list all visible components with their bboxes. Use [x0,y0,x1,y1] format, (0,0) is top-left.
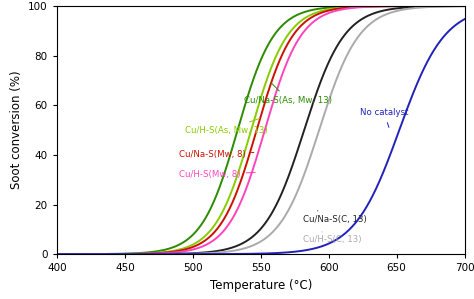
Y-axis label: Soot conversion (%): Soot conversion (%) [9,71,23,189]
X-axis label: Temperature (°C): Temperature (°C) [210,279,312,292]
Text: Cu/Na-S(Mw, 8): Cu/Na-S(Mw, 8) [179,150,254,159]
Text: Cu/H-S(Mw, 8): Cu/H-S(Mw, 8) [179,170,255,179]
Text: Cu/H-S(C, 13): Cu/H-S(C, 13) [303,232,361,244]
Text: Cu/H-S(As, Mw, 13): Cu/H-S(As, Mw, 13) [184,119,267,135]
Text: No catalyst: No catalyst [360,108,409,127]
Text: Cu/Na-S(As, Mw, 13): Cu/Na-S(As, Mw, 13) [245,83,332,105]
Text: Cu/Na-S(C, 13): Cu/Na-S(C, 13) [303,211,366,224]
